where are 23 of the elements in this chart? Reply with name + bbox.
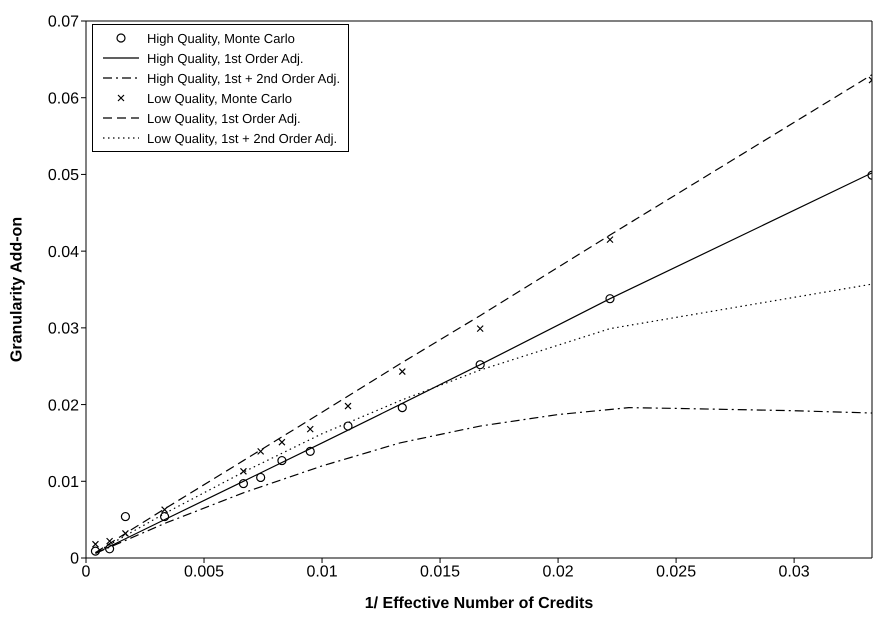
y-tick-label: 0.02 [48, 397, 80, 414]
legend-label: High Quality, 1st Order Adj. [147, 50, 304, 66]
x-tick-label: 0.025 [656, 563, 696, 580]
y-tick-label: 0.01 [48, 474, 80, 491]
x-tick-label: 0.005 [184, 563, 224, 580]
x-tick-label: 0.015 [420, 563, 460, 580]
y-axis-title: Granularity Add-on [8, 216, 26, 362]
legend-label: High Quality, 1st + 2nd Order Adj. [147, 70, 340, 86]
y-tick-label: 0 [70, 550, 80, 568]
x-tick-label: 0.02 [542, 563, 574, 580]
x-axis-title: 1/ Effective Number of Credits [364, 595, 594, 612]
legend-label: Low Quality, 1st + 2nd Order Adj. [147, 130, 338, 146]
legend-label: High Quality, Monte Carlo [147, 30, 295, 46]
x-tick-label: 0.01 [306, 563, 338, 580]
legend-label: Low Quality, 1st Order Adj. [147, 110, 301, 126]
legend-label: Low Quality, Monte Carlo [147, 90, 292, 106]
x-tick-label: 0.03 [778, 563, 810, 580]
y-tick-label: 0.03 [48, 320, 80, 338]
y-tick-label: 0.07 [48, 14, 80, 31]
y-tick-label: 0.05 [48, 167, 80, 184]
x-tick-label: 0 [82, 563, 91, 580]
y-tick-label: 0.04 [48, 244, 80, 261]
y-tick-label: 0.06 [48, 90, 80, 108]
